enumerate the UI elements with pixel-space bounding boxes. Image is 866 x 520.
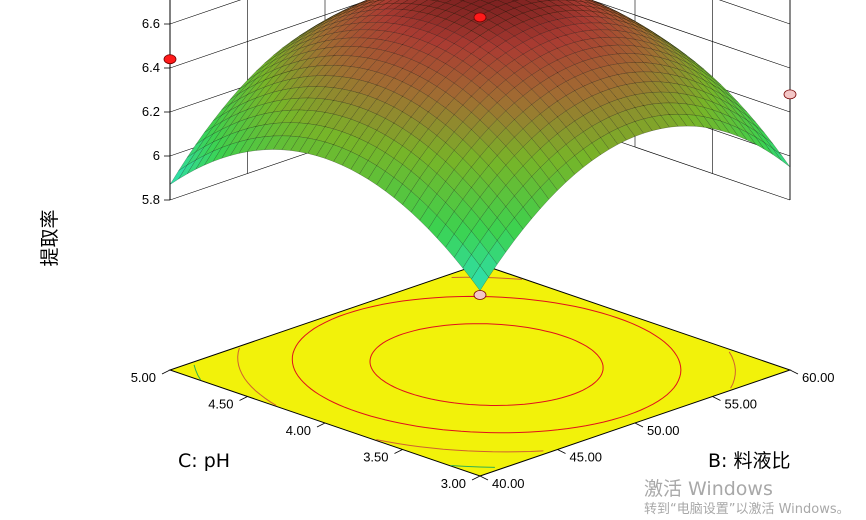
z-tick-label: 6.2	[142, 104, 160, 119]
z-tick-label: 6.6	[142, 16, 160, 31]
y-tick-mark	[316, 422, 326, 428]
y-tick-label: 4.50	[208, 397, 233, 412]
z-tick-label: 6.4	[142, 60, 160, 75]
y-tick-mark	[471, 475, 481, 481]
contour-line	[369, 323, 604, 406]
z-axis-label: 提取率	[39, 209, 61, 266]
x-tick-label: 55.00	[725, 397, 758, 412]
x-tick-mark	[712, 396, 721, 401]
design-point	[163, 54, 177, 65]
surface-cell	[511, 0, 519, 2]
y-tick-mark	[161, 369, 171, 375]
watermark-title: 激活 Windows	[644, 478, 773, 500]
y-tick-mark	[394, 449, 403, 454]
x-tick-mark	[557, 449, 566, 454]
z-tick-label: 5.8	[142, 192, 160, 207]
y-tick-mark	[239, 396, 248, 401]
y-tick-label: 5.00	[131, 370, 156, 385]
z-tick-label: 6	[153, 148, 160, 163]
x-tick-mark	[479, 475, 489, 481]
x-tick-label: 45.00	[570, 450, 603, 465]
design-point	[473, 290, 487, 300]
surface-cell	[772, 148, 791, 168]
design-point	[473, 12, 487, 23]
tick-labels: 6.86.66.46.265.840.0045.0050.0055.0060.0…	[131, 16, 835, 491]
y-tick-label: 3.50	[363, 450, 388, 465]
y-tick-label: 3.00	[441, 476, 466, 491]
design-points	[163, 12, 797, 300]
x-tick-label: 50.00	[647, 423, 680, 438]
wall-gridline-z	[169, 0, 791, 69]
x-tick-label: 40.00	[492, 476, 525, 491]
response-surface	[169, 0, 791, 291]
y-tick-label: 4.00	[286, 423, 311, 438]
contour-line	[291, 295, 682, 434]
x-tick-mark	[634, 422, 644, 428]
watermark-subtitle: 转到“电脑设置”以激活 Windows。	[644, 502, 850, 517]
surface-cell	[471, 265, 489, 291]
design-point	[783, 89, 797, 100]
x-tick-label: 60.00	[802, 370, 835, 385]
x-tick-mark	[789, 369, 799, 375]
y-axis-label: C: pH	[178, 450, 230, 472]
x-axis-label: B: 料液比	[708, 450, 790, 472]
